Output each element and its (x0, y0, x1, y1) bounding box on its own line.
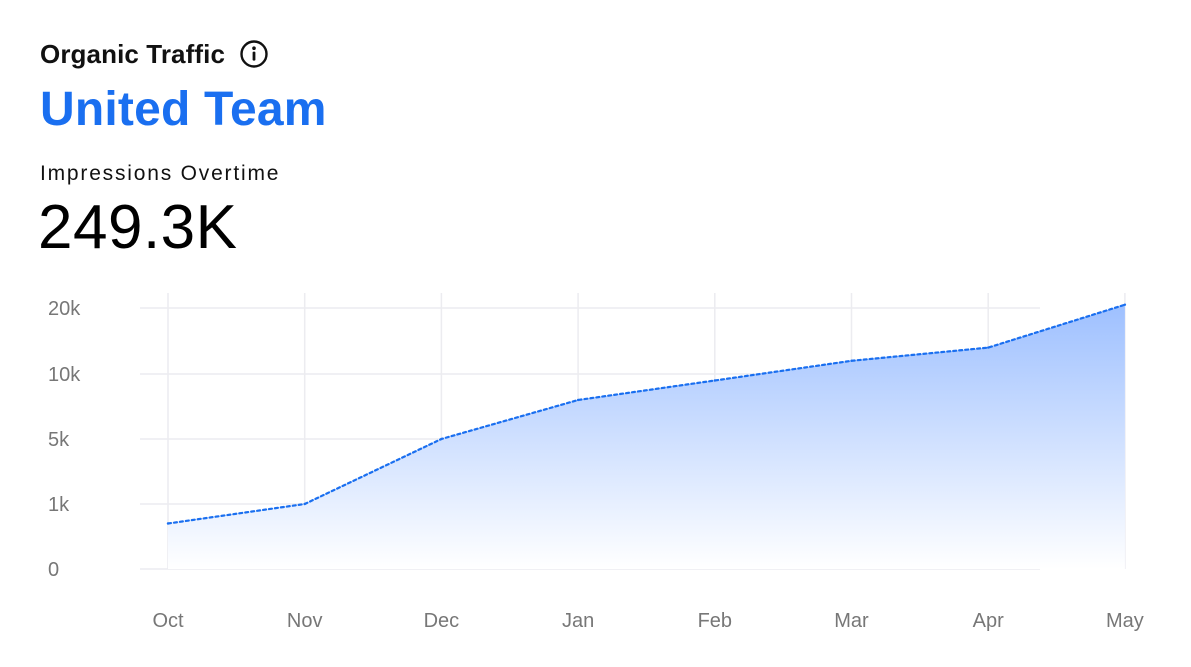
series-line (166, 303, 1127, 525)
area-layer (168, 304, 1125, 569)
data-point-jan (576, 398, 580, 402)
data-point-feb (713, 379, 716, 382)
y-tick-label: 1k (48, 494, 70, 516)
x-tick-label: Feb (698, 610, 732, 632)
x-tick-label: Apr (973, 610, 1004, 632)
x-tick-label: Nov (287, 610, 323, 632)
card-header: Organic Traffic (40, 36, 269, 72)
x-tick-label: Dec (424, 610, 460, 632)
series-area (168, 304, 1125, 569)
y-tick-label: 10k (48, 364, 81, 386)
data-point-dec (440, 437, 443, 441)
info-icon[interactable] (239, 39, 269, 69)
x-tick-label: Jan (562, 610, 594, 632)
metric-label: Impressions Overtime (40, 162, 281, 185)
line-layer (166, 303, 1127, 525)
card-title: Organic Traffic (40, 38, 225, 69)
data-point-apr (987, 346, 990, 349)
x-axis-ticks: Oct Nov Dec Jan Feb Mar Apr May (152, 610, 1143, 632)
y-tick-label: 0 (48, 559, 59, 581)
data-point-nov (303, 502, 306, 506)
data-point-may (1123, 303, 1127, 306)
x-tick-label: May (1106, 610, 1144, 632)
x-tick-label: Oct (152, 610, 184, 632)
x-tick-label: Mar (834, 610, 869, 632)
y-axis-ticks: 0 1k 5k 10k 20k (48, 298, 81, 581)
team-name: United Team (40, 83, 327, 136)
data-point-oct (166, 522, 170, 525)
y-tick-label: 20k (48, 298, 81, 320)
metric-value: 249.3K (38, 193, 238, 262)
data-point-mar (850, 359, 853, 362)
title-row: Organic Traffic (40, 36, 269, 72)
y-tick-label: 5k (48, 429, 70, 451)
